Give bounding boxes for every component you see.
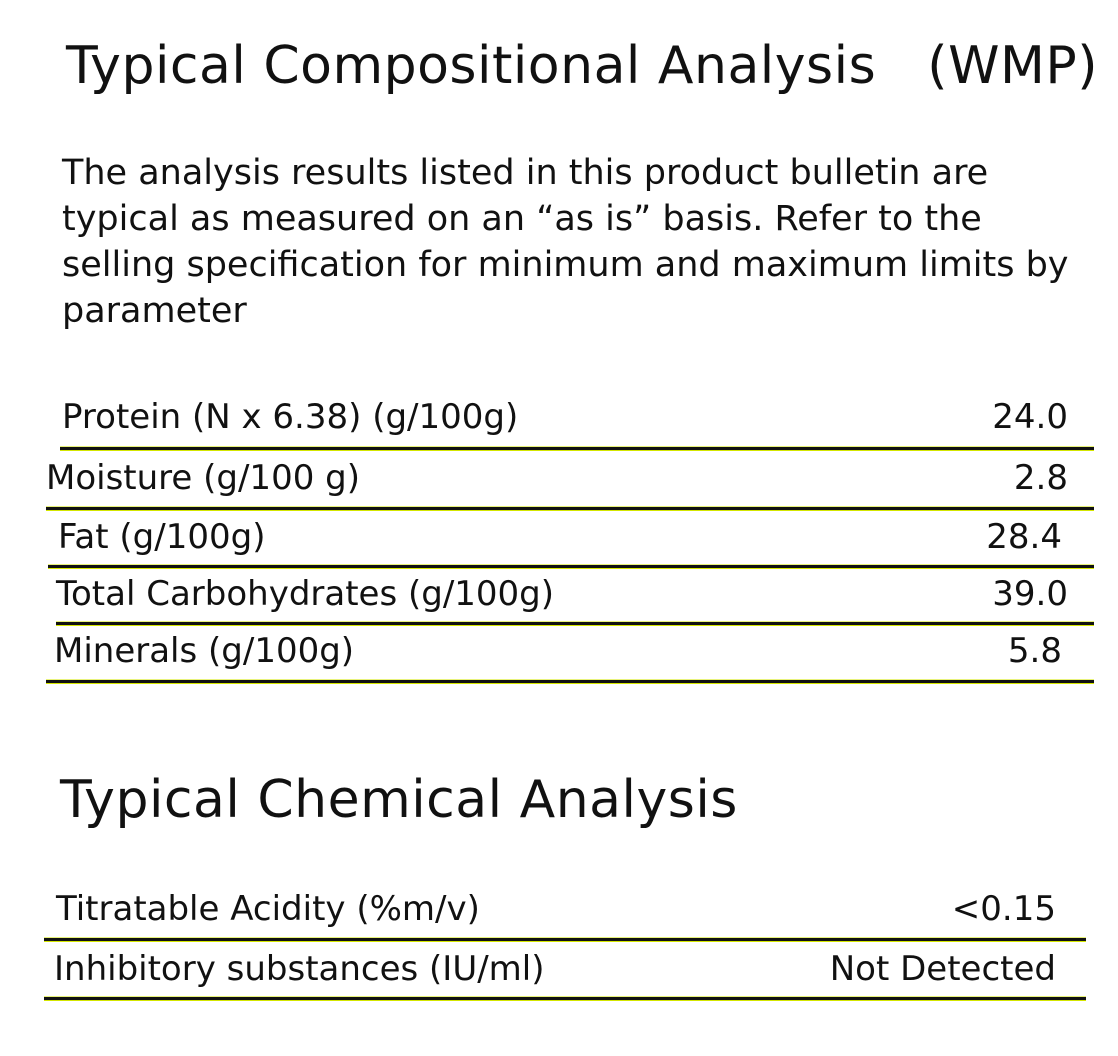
row-label: Protein (N x 6.38) (g/100g) (62, 397, 519, 437)
row-value: 2.8 (1013, 458, 1068, 498)
row-value: 28.4 (986, 517, 1062, 557)
row-divider (60, 447, 1094, 450)
row-value: 24.0 (992, 397, 1068, 437)
row-label: Inhibitory substances (IU/ml) (54, 949, 545, 989)
table-row: Moisture (g/100 g) 2.8 (46, 449, 1068, 507)
compositional-analysis-title: Typical Compositional Analysis (66, 36, 877, 96)
row-divider (44, 997, 1086, 1000)
row-divider (48, 565, 1094, 568)
row-divider (56, 622, 1094, 625)
row-value: <0.15 (951, 889, 1056, 929)
row-value: 5.8 (1007, 631, 1062, 671)
row-divider (46, 507, 1094, 510)
row-divider (46, 680, 1094, 683)
table-row: Minerals (g/100g) 5.8 (54, 622, 1062, 680)
product-code: (WMP) (927, 36, 1098, 96)
row-label: Fat (g/100g) (58, 517, 266, 557)
chemical-analysis-title: Typical Chemical Analysis (60, 770, 738, 830)
table-row: Inhibitory substances (IU/ml) Not Detect… (54, 940, 1056, 998)
table-row: Protein (N x 6.38) (g/100g) 24.0 (62, 388, 1068, 446)
row-value: 39.0 (992, 574, 1068, 614)
row-value: Not Detected (829, 949, 1056, 989)
row-label: Titratable Acidity (%m/v) (56, 889, 480, 929)
row-label: Total Carbohydrates (g/100g) (56, 574, 555, 614)
row-label: Moisture (g/100 g) (46, 458, 360, 498)
row-divider (44, 938, 1086, 941)
compositional-analysis-heading: Typical Compositional Analysis (WMP) (66, 30, 1106, 102)
row-label: Minerals (g/100g) (54, 631, 355, 671)
intro-paragraph: The analysis results listed in this prod… (62, 153, 1069, 331)
table-row: Titratable Acidity (%m/v) <0.15 (56, 880, 1056, 938)
table-row: Total Carbohydrates (g/100g) 39.0 (56, 565, 1068, 623)
table-row: Fat (g/100g) 28.4 (58, 508, 1062, 566)
